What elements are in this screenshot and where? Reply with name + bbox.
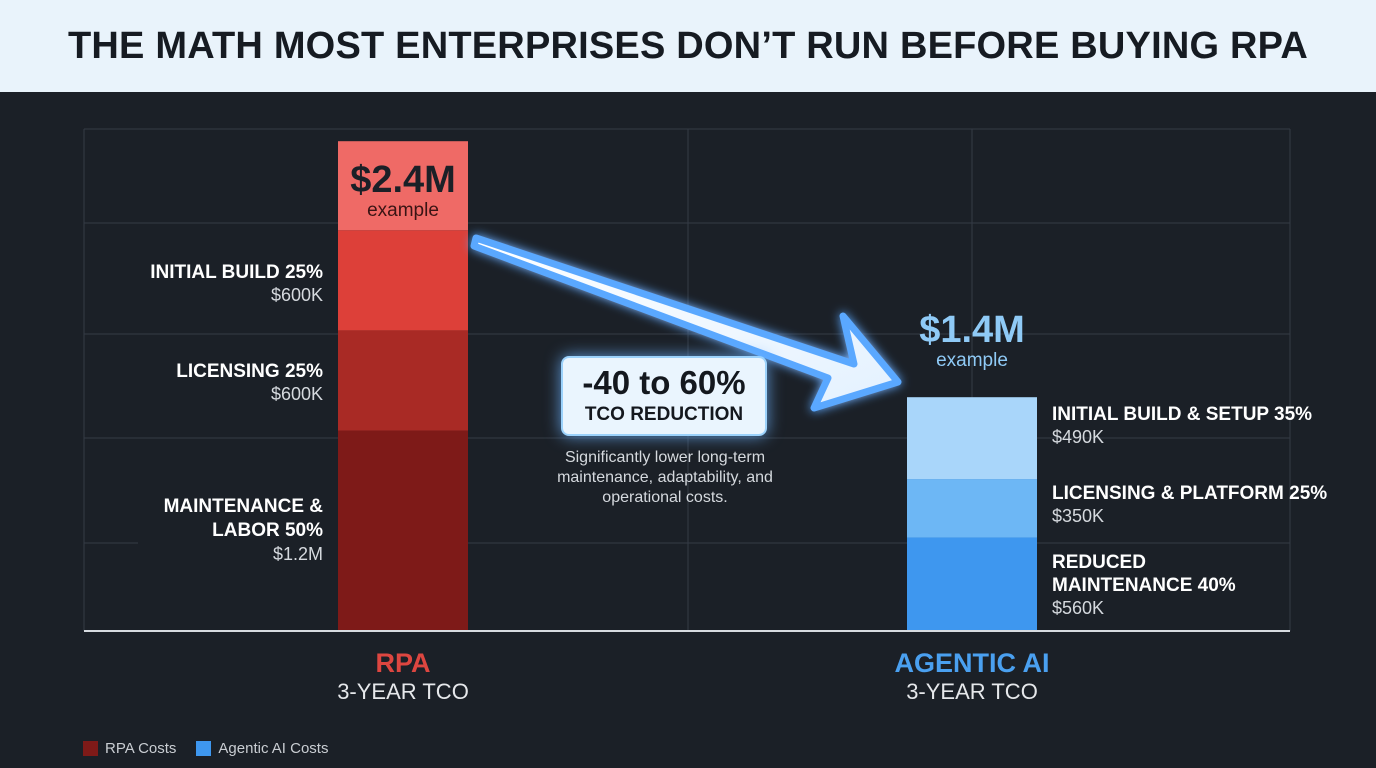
segment-value: $600K xyxy=(270,284,323,305)
bar-segment-rpa-0 xyxy=(338,230,468,331)
segment-value: $490K xyxy=(1052,426,1105,447)
category-name: RPA xyxy=(375,648,431,678)
reduction-percent: -40 to 60% xyxy=(582,364,746,401)
bars xyxy=(338,141,1037,631)
ai-total-note: example xyxy=(936,349,1008,371)
rpa-total-label: $2.4M example xyxy=(338,159,468,221)
title-banner: THE MATH MOST ENTERPRISES DON’T RUN BEFO… xyxy=(0,0,1376,92)
segment-title: INITIAL BUILD & SETUP 35% xyxy=(1052,404,1313,425)
legend: RPA Costs Agentic AI Costs xyxy=(83,740,348,757)
legend-item-rpa: RPA Costs xyxy=(83,740,176,757)
bar-segment-rpa-2 xyxy=(338,430,468,631)
segment-title: REDUCED MAINTENANCE 40% xyxy=(1052,552,1236,596)
legend-swatch-agentic-ai xyxy=(196,741,212,756)
rpa-total-note: example xyxy=(367,199,439,221)
category-label-rpa: RPA 3-YEAR TCO xyxy=(253,647,553,706)
segment-value: $600K xyxy=(270,383,323,404)
chart-area xyxy=(83,128,1291,632)
rpa-segment-label-licensing: LICENSING 25% $600K xyxy=(176,361,323,405)
legend-label: RPA Costs xyxy=(105,740,177,757)
ai-segment-label-build: INITIAL BUILD & SETUP 35% $490K xyxy=(1052,404,1312,448)
ai-segment-label-licensing: LICENSING & PLATFORM 25% $350K xyxy=(1052,483,1327,527)
legend-swatch-rpa xyxy=(83,741,98,756)
reduction-subhead: TCO REDUCTION xyxy=(584,403,744,425)
tco-reduction-callout: -40 to 60% TCO REDUCTION xyxy=(561,356,767,436)
segment-value: $350K xyxy=(1052,505,1105,526)
category-label-agentic-ai: AGENTIC AI 3-YEAR TCO xyxy=(822,647,1122,706)
segment-title: INITIAL BUILD 25% xyxy=(150,262,323,283)
rpa-segment-label-build: INITIAL BUILD 25% $600K xyxy=(150,262,323,306)
grid-lines xyxy=(83,128,1291,631)
legend-label: Agentic AI Costs xyxy=(218,740,329,757)
ai-total-label: $1.4M example xyxy=(897,309,1047,371)
reduction-description: Significantly lower long-term maintenanc… xyxy=(557,449,773,506)
segment-title: LICENSING & PLATFORM 25% xyxy=(1052,483,1328,504)
bar-segment-agentic-ai-0 xyxy=(907,397,1037,480)
segment-title: MAINTENANCE & LABOR 50% xyxy=(163,496,323,541)
rpa-total-value: $2.4M xyxy=(350,159,456,201)
bar-segment-agentic-ai-2 xyxy=(907,537,1037,631)
page-title: THE MATH MOST ENTERPRISES DON’T RUN BEFO… xyxy=(67,24,1308,67)
rpa-total-cap xyxy=(338,141,468,231)
rpa-segment-label-maintenance: MAINTENANCE & LABOR 50% $1.2M xyxy=(133,495,323,565)
category-name: AGENTIC AI xyxy=(894,648,1050,678)
ai-segment-label-maintenance: REDUCED MAINTENANCE 40% $560K xyxy=(1052,552,1272,619)
segment-value: $560K xyxy=(1052,597,1105,618)
bar-segment-rpa-1 xyxy=(338,330,468,431)
segment-value: $1.2M xyxy=(272,543,323,564)
bar-segment-agentic-ai-1 xyxy=(907,479,1037,538)
legend-item-agentic-ai: Agentic AI Costs xyxy=(196,740,328,757)
category-subtitle: 3-YEAR TCO xyxy=(906,679,1038,705)
category-subtitle: 3-YEAR TCO xyxy=(337,679,469,705)
segment-title: LICENSING 25% xyxy=(176,361,323,382)
ai-total-value: $1.4M xyxy=(919,309,1025,351)
reduction-arrow xyxy=(470,234,902,412)
